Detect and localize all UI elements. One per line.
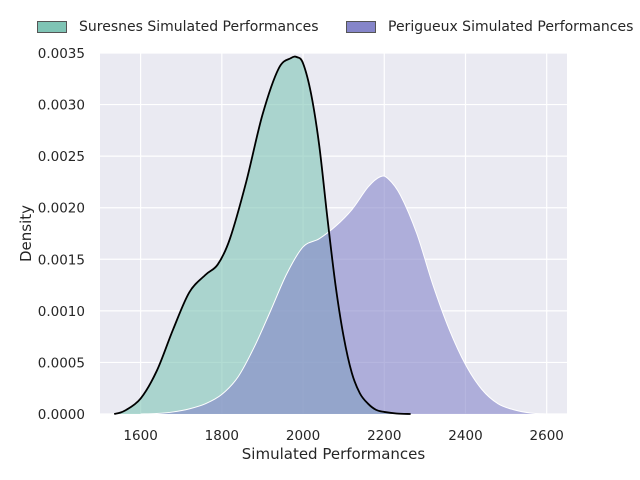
- y-tick-label: 0.0010: [38, 304, 85, 320]
- x-tick-label: 2600: [530, 428, 564, 444]
- legend-swatch-suresnes: [37, 21, 67, 33]
- x-axis-label: Simulated Performances: [242, 445, 426, 463]
- y-tick-label: 0.0030: [38, 98, 85, 114]
- y-tick-label: 0.0025: [38, 149, 85, 165]
- density-line-suresnes: [113, 55, 411, 415]
- legend-item-perigueux: Perigueux Simulated Performances: [346, 19, 633, 35]
- density-area-perigueux: [140, 176, 547, 414]
- y-tick-label: 0.0020: [38, 201, 85, 217]
- y-tick-label: 0.0035: [38, 46, 85, 62]
- x-tick-label: 2200: [367, 428, 401, 444]
- y-tick-label: 0.0000: [38, 407, 85, 423]
- legend-label-perigueux: Perigueux Simulated Performances: [388, 19, 634, 35]
- x-tick-label: 2000: [286, 428, 320, 444]
- x-tick-label: 2400: [448, 428, 482, 444]
- legend: Suresnes Simulated Performances Perigueu…: [0, 19, 640, 41]
- y-tick-label: 0.0015: [38, 252, 85, 268]
- legend-item-suresnes: Suresnes Simulated Performances: [37, 19, 319, 35]
- legend-swatch-perigueux: [346, 21, 376, 33]
- x-tick-label: 1800: [205, 428, 239, 444]
- y-axis-label: Density: [17, 205, 35, 262]
- legend-label-suresnes: Suresnes Simulated Performances: [79, 19, 319, 35]
- x-tick-label: 1600: [123, 428, 157, 444]
- density-line-perigueux: [140, 175, 547, 415]
- y-tick-label: 0.0005: [38, 355, 85, 371]
